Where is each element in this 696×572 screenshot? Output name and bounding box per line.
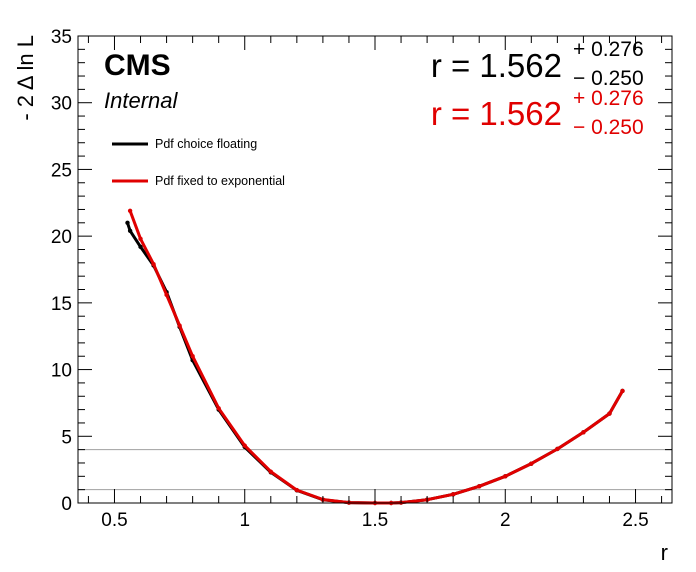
x-tick-label: 2 bbox=[500, 510, 511, 531]
result-value-floating: r = 1.562 bbox=[431, 47, 562, 84]
y-tick-label: 30 bbox=[51, 94, 72, 115]
y-tick-label: 35 bbox=[51, 27, 72, 48]
y-tick-label: 25 bbox=[51, 160, 72, 181]
x-tick-label: 0.5 bbox=[101, 510, 127, 531]
series-point-1 bbox=[555, 446, 560, 452]
series-point-1 bbox=[581, 430, 586, 435]
y-tick-label: 0 bbox=[61, 494, 72, 515]
x-tick-label: 1.5 bbox=[362, 510, 388, 531]
series-point-1 bbox=[127, 208, 133, 213]
series-point-1 bbox=[138, 236, 143, 242]
axis-ticks bbox=[78, 35, 672, 504]
series-point-1 bbox=[151, 261, 156, 267]
result-up-exponential: + 0.276 bbox=[573, 87, 644, 110]
result-value-exponential: r = 1.562 bbox=[431, 95, 562, 132]
series-point-1 bbox=[190, 354, 195, 359]
series-point-1 bbox=[177, 323, 182, 328]
result-up-floating: + 0.276 bbox=[573, 38, 644, 61]
y-tick-label: 15 bbox=[51, 294, 72, 315]
series-point-0 bbox=[125, 220, 130, 225]
y-tick-label: 20 bbox=[51, 227, 72, 248]
series-point-1 bbox=[607, 411, 612, 416]
legend-label-exponential: Pdf fixed to exponential bbox=[155, 174, 285, 188]
x-axis-title: r bbox=[661, 540, 668, 565]
y-axis-title: - 2 Δ ln L bbox=[13, 35, 38, 121]
series-point-1 bbox=[268, 469, 273, 474]
result-exponential: r = 1.562 + 0.276 − 0.250 bbox=[431, 87, 644, 139]
series-point-0 bbox=[127, 228, 133, 234]
legend-label-floating: Pdf choice floating bbox=[155, 137, 257, 151]
x-tick-label: 1 bbox=[239, 510, 250, 531]
result-floating: r = 1.562 + 0.276 − 0.250 bbox=[431, 38, 644, 90]
series-point-1 bbox=[164, 292, 169, 298]
internal-label: Internal bbox=[104, 88, 178, 113]
cms-label: CMS bbox=[104, 49, 171, 82]
series-point-1 bbox=[294, 487, 300, 493]
legend: Pdf choice floating Pdf fixed to exponen… bbox=[112, 137, 285, 188]
result-down-floating: − 0.250 bbox=[573, 67, 644, 90]
x-tick-label: 2.5 bbox=[622, 510, 648, 531]
series-point-1 bbox=[620, 388, 625, 394]
tick-labels: 0.5 1 1.5 2 2.5 0 5 10 15 20 25 30 35 bbox=[51, 27, 649, 531]
series-point-1 bbox=[216, 406, 221, 411]
series-point-1 bbox=[529, 461, 534, 466]
series-point-1 bbox=[477, 484, 482, 489]
series-point-1 bbox=[450, 492, 456, 497]
series-point-0 bbox=[138, 244, 143, 250]
y-tick-label: 10 bbox=[51, 361, 72, 382]
y-tick-label: 5 bbox=[61, 427, 72, 448]
result-down-exponential: − 0.250 bbox=[573, 116, 644, 139]
series-point-1 bbox=[503, 474, 508, 479]
series-point-1 bbox=[242, 443, 247, 448]
